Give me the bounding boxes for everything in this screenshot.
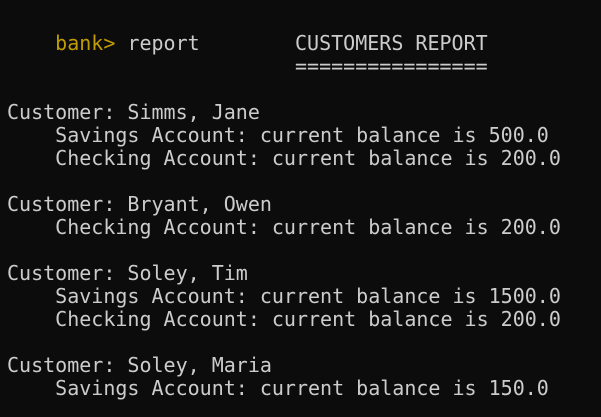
report-underline: ================	[295, 54, 488, 78]
customer-name: Customer: Simms, Jane	[7, 100, 260, 124]
account-line: Savings Account: current balance is 500.…	[55, 123, 549, 147]
customer-name: Customer: Soley, Tim	[7, 261, 248, 285]
account-line: Savings Account: current balance is 1500…	[55, 284, 561, 308]
prompt-line: bank> report	[7, 9, 200, 55]
account-line: Checking Account: current balance is 200…	[55, 146, 561, 170]
customer-name: Customer: Soley, Maria	[7, 353, 272, 377]
prompt: bank>	[55, 31, 116, 55]
command: report	[127, 31, 200, 55]
customer-name: Customer: Bryant, Owen	[7, 192, 272, 216]
account-line: Savings Account: current balance is 150.…	[55, 376, 549, 400]
account-line: Checking Account: current balance is 200…	[55, 307, 561, 331]
report-title: CUSTOMERS REPORT	[295, 31, 488, 55]
account-line: Checking Account: current balance is 200…	[55, 215, 561, 239]
